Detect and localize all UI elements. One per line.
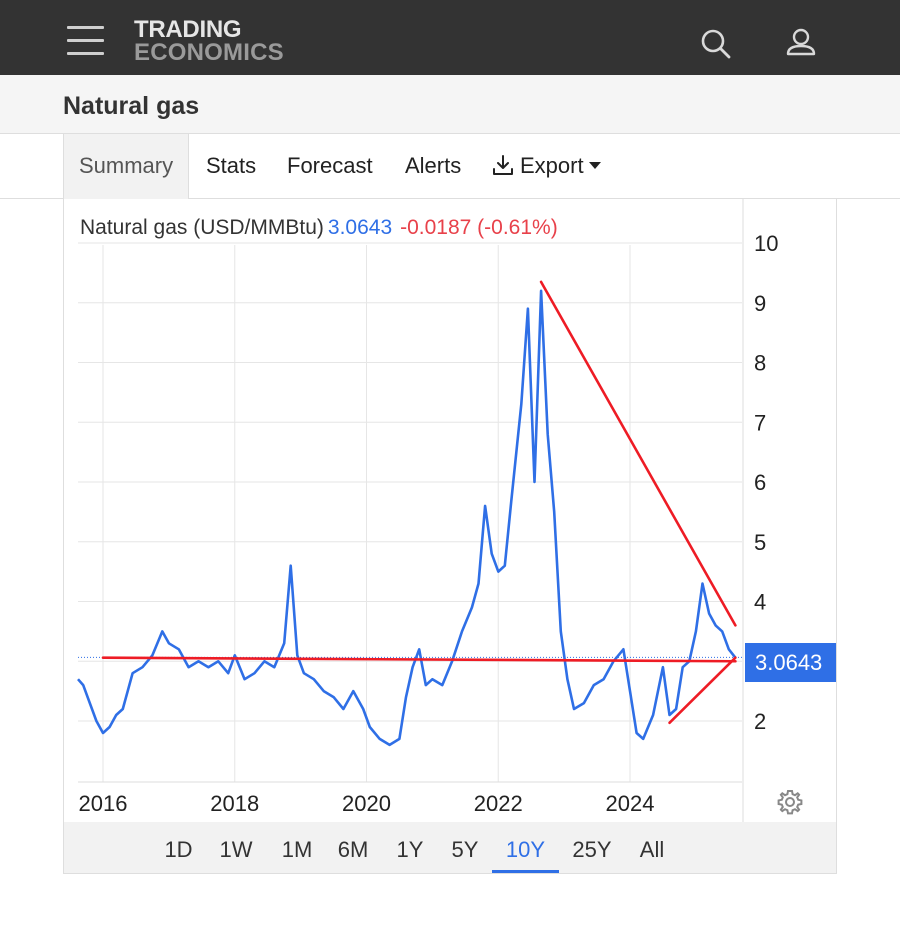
chart-trendlines xyxy=(101,280,737,725)
top-navbar: TRADING ECONOMICS xyxy=(0,0,900,75)
range-25y[interactable]: 25Y xyxy=(572,837,612,862)
range-5y[interactable]: 5Y xyxy=(451,837,479,862)
gear-icon[interactable] xyxy=(776,788,804,816)
y-tick-label: 5 xyxy=(754,530,766,555)
page-title: Natural gas xyxy=(63,92,200,120)
y-tick-label: 9 xyxy=(754,291,766,316)
range-10y[interactable]: 10Y xyxy=(492,822,559,873)
x-tick-label: 2020 xyxy=(342,791,391,816)
search-icon[interactable] xyxy=(700,28,732,60)
tab-export[interactable]: Export xyxy=(492,134,601,199)
range-selector: 1D 1W 1M 6M 1Y 5Y 10Y 25Y All xyxy=(64,822,836,873)
chart-axis-labels: 234567891020162018202020222024 xyxy=(79,231,779,816)
tab-forecast[interactable]: Forecast xyxy=(287,153,373,178)
site-logo[interactable]: TRADING ECONOMICS xyxy=(134,16,284,66)
y-tick-label: 8 xyxy=(754,351,766,376)
chart-legend: Natural gas (USD/MMBtu) 3.0643 -0.0187 (-0… xyxy=(76,216,562,240)
x-tick-label: 2018 xyxy=(210,791,259,816)
legend-series-name: Natural gas (USD/MMBtu) xyxy=(80,216,324,239)
tab-stats[interactable]: Stats xyxy=(206,153,257,178)
user-icon[interactable] xyxy=(785,27,817,59)
chart-grid xyxy=(78,199,744,822)
range-6m[interactable]: 6M xyxy=(337,837,369,862)
x-tick-label: 2024 xyxy=(606,791,655,816)
export-label: Export xyxy=(520,153,584,178)
y-tick-label: 4 xyxy=(754,590,766,615)
logo-line-1: TRADING xyxy=(134,16,242,43)
y-tick-label: 6 xyxy=(754,470,766,495)
logo-line-2: ECONOMICS xyxy=(134,39,284,66)
legend-change: -0.0187 (-0.61%) xyxy=(400,216,558,239)
chevron-down-icon xyxy=(588,162,601,169)
y-tick-label: 2 xyxy=(754,709,766,734)
x-tick-label: 2016 xyxy=(79,791,128,816)
tab-bar: Summary Stats Forecast Alerts Export xyxy=(0,134,900,199)
range-all[interactable]: All xyxy=(639,837,665,862)
range-1d[interactable]: 1D xyxy=(164,837,193,862)
y-tick-label: 7 xyxy=(754,410,766,435)
y-tick-label: 10 xyxy=(754,231,778,256)
trendline xyxy=(101,656,737,663)
tab-alerts[interactable]: Alerts xyxy=(405,153,462,178)
trendline xyxy=(668,656,737,725)
page-header: Natural gas xyxy=(0,75,900,134)
range-1m[interactable]: 1M xyxy=(281,837,313,862)
chart-container xyxy=(63,199,837,874)
range-1y[interactable]: 1Y xyxy=(396,837,424,862)
trendline xyxy=(539,280,737,627)
series-line xyxy=(77,289,737,747)
range-1w[interactable]: 1W xyxy=(219,837,253,862)
menu-icon[interactable] xyxy=(67,26,104,56)
x-tick-label: 2022 xyxy=(474,791,523,816)
legend-last-value: 3.0643 xyxy=(327,216,393,239)
tab-summary[interactable]: Summary xyxy=(63,134,190,199)
download-icon xyxy=(493,155,513,175)
chart-series xyxy=(77,289,737,747)
last-price-tag: 3.0643 xyxy=(745,643,836,682)
